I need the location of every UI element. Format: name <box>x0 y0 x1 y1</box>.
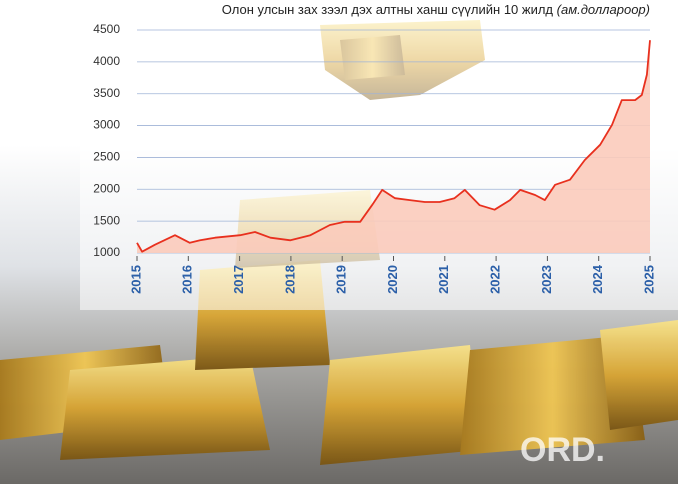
line <box>136 40 651 253</box>
chart-panel <box>80 0 678 310</box>
x-tick-label: 2019 <box>334 265 349 294</box>
y-tick-label: 4500 <box>93 22 120 36</box>
x-tick-label: 2016 <box>180 265 195 294</box>
x-tick-label: 2015 <box>128 265 143 294</box>
x-tick-label: 2017 <box>231 265 246 294</box>
x-tick-label: 2025 <box>641 265 656 294</box>
x-tick-label: 2023 <box>539 265 554 294</box>
y-tick-label: 2000 <box>93 181 120 195</box>
y-tick-label: 1000 <box>93 245 120 259</box>
x-tick-label: 2020 <box>385 265 400 294</box>
watermark: ORD. <box>520 431 605 469</box>
x-tick-label: 2021 <box>436 265 451 294</box>
y-tick-label: 4000 <box>93 54 120 68</box>
plot: 1000 1500 2000 2500 3000 3500 4000 4500 2015 2016… <box>93 22 656 294</box>
y-tick-label: 1500 <box>93 213 120 227</box>
x-tick-label: 2022 <box>488 265 503 294</box>
area <box>137 40 650 254</box>
y-tick-label: 3500 <box>93 86 120 100</box>
y-tick-label: 2500 <box>93 150 120 164</box>
title-text: Олон улсын зах зээл дэх алтны ханш сүүли… <box>222 2 554 17</box>
x-tick-label: 2024 <box>590 264 605 294</box>
x-tick-label: 2018 <box>282 265 297 294</box>
chart-title: Олон улсын зах зээл дэх алтны ханш сүүли… <box>222 2 650 17</box>
y-tick-label: 3000 <box>93 118 120 132</box>
title-unit: (ам.доллароор) <box>557 2 650 17</box>
